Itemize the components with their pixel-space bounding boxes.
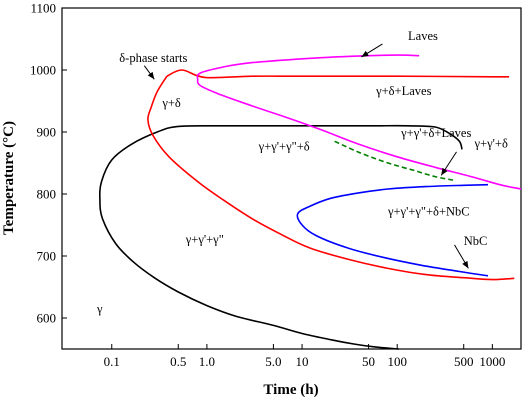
region-label: γ+γ'+δ+Laves	[400, 126, 471, 140]
x-tick-label: 5.0	[265, 354, 281, 369]
x-axis-title: Time (h)	[263, 382, 318, 398]
y-tick-label: 600	[37, 311, 57, 326]
arrow-head	[361, 50, 369, 57]
x-tick-label: 500	[454, 354, 474, 369]
annotation-layer: Laves δ-phase starts γ+δ γ+δ+Laves γ+γ'+δ+La…	[96, 29, 508, 316]
series-line-delta	[147, 75, 515, 281]
series-line-nbc	[296, 183, 489, 277]
x-tick-label: 100	[387, 354, 407, 369]
series-line-gpd	[334, 140, 455, 182]
x-tick-label: 1000	[479, 354, 505, 369]
series-layer	[98, 54, 522, 350]
x-axis-ticks: 0.1 0.5 1.0 5.0 10 50 100 500 1000	[104, 344, 505, 369]
region-label: γ+δ+Laves	[375, 84, 431, 98]
x-tick-label: 0.1	[104, 354, 120, 369]
region-label: γ+δ	[161, 96, 181, 110]
arrow-head	[441, 167, 448, 176]
x-tick-label: 1.0	[199, 354, 215, 369]
region-label: γ+γ'+γ"+δ	[258, 140, 310, 154]
region-label: γ+γ'+γ"+δ+NbC	[387, 205, 470, 219]
x-tick-label: 50	[362, 354, 375, 369]
arrow-head	[147, 71, 155, 80]
arrow-layer	[143, 43, 469, 269]
region-label: γ+γ'+γ"	[185, 233, 224, 247]
series-line-laves	[196, 54, 522, 190]
y-axis-title: Temperature (°C)	[1, 121, 17, 235]
region-label: δ-phase starts	[119, 51, 187, 65]
arrow-head	[462, 260, 469, 269]
region-label: NbC	[464, 234, 488, 248]
y-tick-label: 900	[37, 125, 57, 140]
series-line-delta	[166, 69, 510, 79]
region-label: Laves	[408, 29, 438, 43]
region-label: γ+γ'+δ	[474, 137, 508, 151]
region-label: γ	[96, 302, 103, 316]
y-tick-label: 1000	[30, 63, 56, 78]
y-tick-label: 700	[37, 249, 57, 264]
series-line-gamma-pp	[98, 124, 463, 350]
y-axis-ticks: 600 700 800 900 1000 1100	[30, 1, 67, 326]
x-tick-label: 0.5	[170, 354, 186, 369]
plot-frame	[61, 7, 522, 350]
x-tick-label: 10	[296, 354, 309, 369]
y-tick-label: 1100	[30, 1, 56, 16]
y-tick-label: 800	[37, 187, 57, 202]
